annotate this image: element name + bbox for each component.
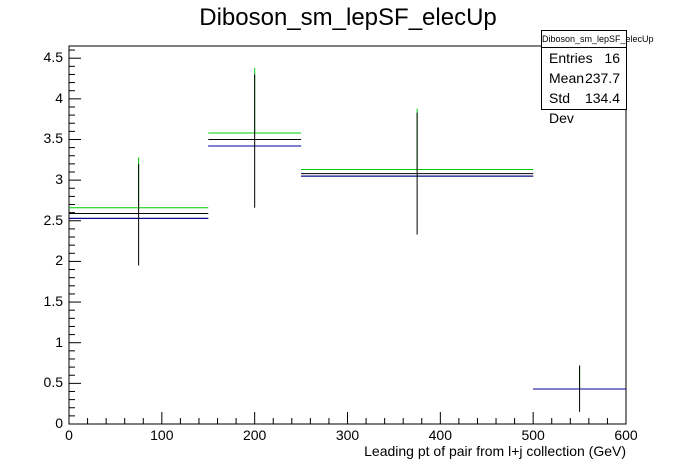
stats-box-title: Diboson_sm_lepSF_elecUp bbox=[542, 31, 654, 48]
stats-mean-label: Mean bbox=[549, 70, 585, 86]
x-axis-label: Leading pt of pair from l+j collection (… bbox=[364, 443, 626, 459]
y-tick-label: 1 bbox=[55, 333, 63, 350]
y-tick-label: 3.5 bbox=[43, 130, 63, 147]
stats-box: Diboson_sm_lepSF_elecUp Entries 16 Mean … bbox=[541, 30, 654, 126]
stats-entries-row: Entries 16 bbox=[542, 48, 626, 68]
x-tick-label: 500 bbox=[521, 427, 545, 443]
stats-entries-value: 16 bbox=[604, 50, 620, 66]
y-tick-label: 4 bbox=[55, 89, 63, 106]
stats-stddev-value: 134.4 bbox=[584, 90, 620, 106]
y-tick-label: 2 bbox=[55, 252, 63, 269]
stats-mean-value: 237.7 bbox=[584, 70, 620, 86]
y-tick-label: 4.5 bbox=[43, 49, 63, 66]
stats-entries-label: Entries bbox=[549, 50, 593, 66]
x-tick-label: 100 bbox=[150, 427, 174, 443]
stats-stddev-row: Std Dev 134.4 bbox=[542, 88, 626, 126]
x-tick-label: 400 bbox=[428, 427, 452, 443]
x-tick-label: 0 bbox=[65, 427, 73, 443]
x-tick-label: 300 bbox=[335, 427, 360, 443]
x-tick-label: 200 bbox=[242, 427, 267, 443]
y-tick-label: 0.5 bbox=[43, 374, 63, 391]
y-tick-label: 2.5 bbox=[43, 211, 63, 228]
y-tick-label: 0 bbox=[55, 415, 63, 431]
stats-mean-row: Mean 237.7 bbox=[542, 68, 626, 88]
x-tick-label: 600 bbox=[614, 427, 638, 443]
stats-stddev-label: Std Dev bbox=[549, 90, 574, 126]
chart-title: Diboson_sm_lepSF_elecUp bbox=[199, 4, 497, 31]
y-tick-label: 3 bbox=[55, 171, 63, 188]
y-tick-label: 1.5 bbox=[43, 293, 63, 310]
